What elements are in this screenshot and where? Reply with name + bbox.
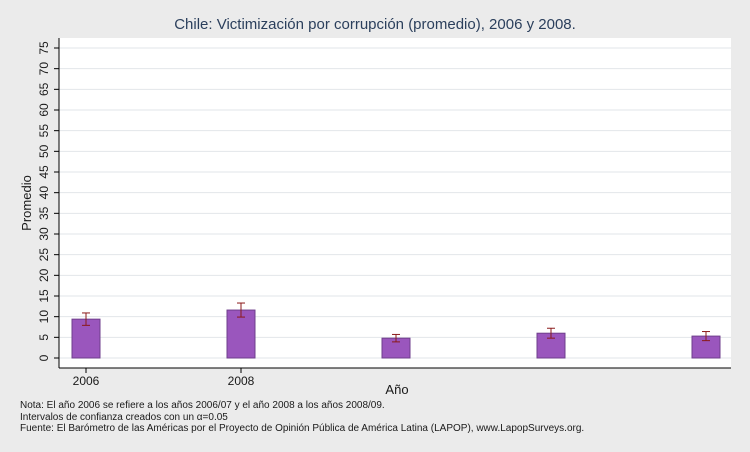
note-line-2: Intervalos de confianza creados con un α… (20, 411, 228, 423)
plot-area (59, 38, 731, 368)
y-tick-label: 15 (37, 289, 51, 303)
y-tick-label: 35 (37, 206, 51, 220)
bar (226, 309, 256, 359)
y-axis-label: Promedio (19, 175, 34, 231)
note-line-3: Fuente: El Barómetro de las Américas por… (20, 423, 585, 434)
y-tick-label: 70 (37, 62, 51, 76)
x-axis-ticks: 2006 2008 (73, 368, 255, 388)
error-bars (82, 302, 710, 343)
y-tick-label: 60 (37, 103, 51, 117)
y-tick-label: 75 (37, 41, 51, 55)
y-tick-label: 40 (37, 186, 51, 200)
x-tick-label: 2006 (73, 374, 100, 388)
y-tick-label: 0 (37, 354, 51, 361)
y-tick-label: 25 (37, 248, 51, 262)
y-tick-label: 10 (37, 310, 51, 324)
footnotes: Nota: El año 2006 se refiere a los años … (20, 400, 584, 435)
y-tick-label: 55 (37, 124, 51, 138)
y-tick-label: 50 (37, 144, 51, 158)
x-axis-label: Año (385, 382, 408, 397)
x-tick-label: 2008 (228, 374, 255, 388)
y-tick-label: 5 (37, 334, 51, 341)
y-axis-ticks: 0 5 10 15 20 25 30 35 40 45 50 55 60 65 70 75 (37, 41, 59, 361)
y-tick-label: 65 (37, 82, 51, 96)
chart-title: Chile: Victimización por corrupción (pro… (174, 16, 576, 33)
grid-lines (59, 47, 731, 359)
y-tick-label: 30 (37, 227, 51, 241)
y-tick-label: 45 (37, 165, 51, 179)
note-line-1: Nota: El año 2006 se refiere a los años … (20, 400, 385, 411)
y-tick-label: 20 (37, 268, 51, 282)
